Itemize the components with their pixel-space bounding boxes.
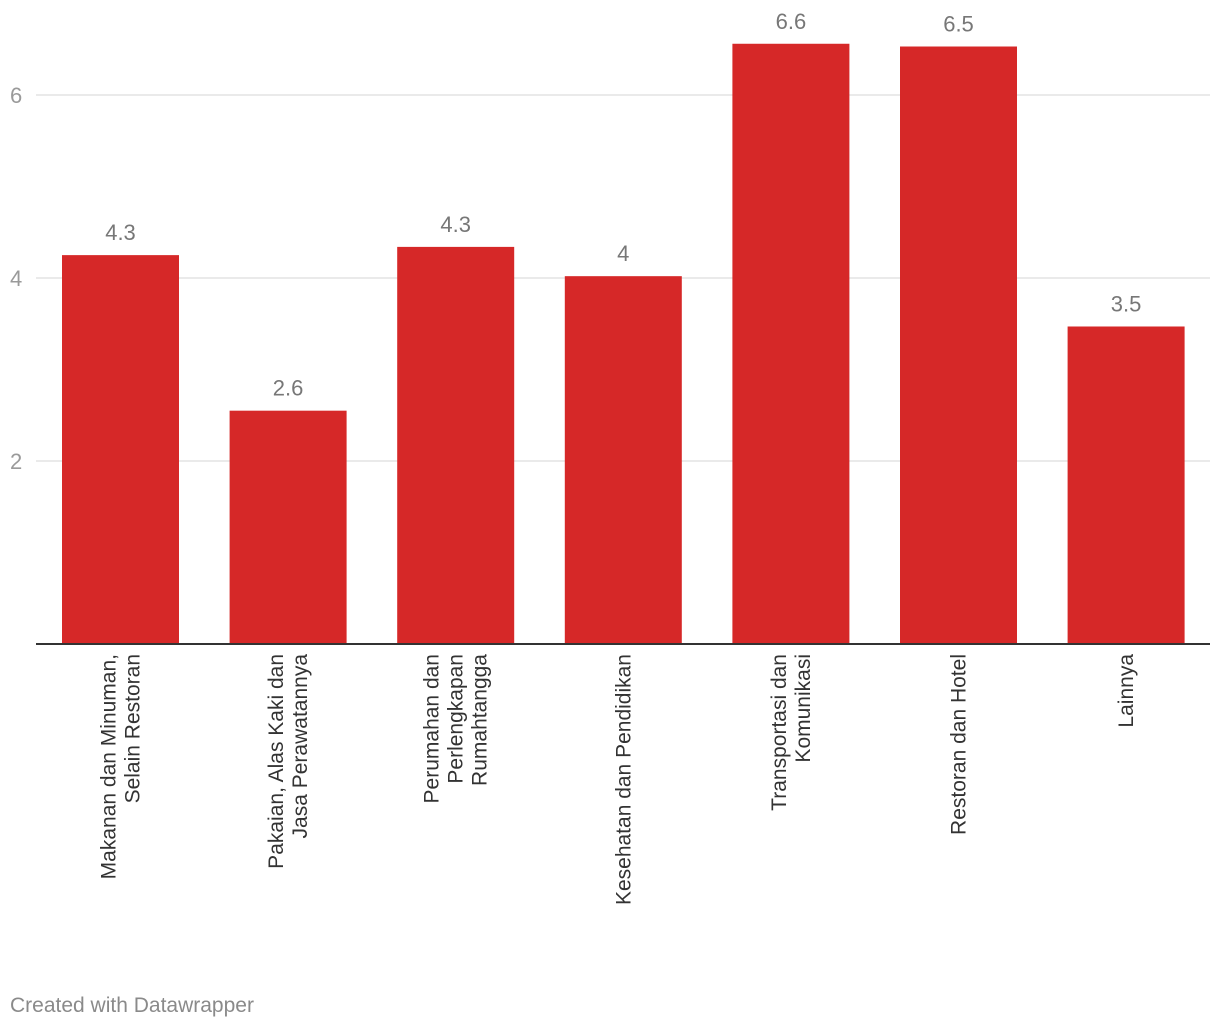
data-label: 4.3 bbox=[440, 212, 471, 237]
y-tick-label: 2 bbox=[10, 449, 22, 474]
bar bbox=[62, 255, 179, 644]
bar bbox=[564, 276, 682, 644]
category-label-line: Jasa Perawatannya bbox=[289, 654, 312, 839]
category-label: Transportasi dan Komunikasi bbox=[768, 654, 815, 811]
category-label-line: Transportasi dan bbox=[768, 654, 791, 811]
data-label: 4.3 bbox=[105, 220, 136, 245]
data-label: 4 bbox=[617, 241, 629, 266]
category-label-line: Lainnya bbox=[1115, 654, 1138, 728]
category-label: Makanan dan Minuman, Selain Restoran bbox=[98, 654, 145, 879]
y-tick-label: 6 bbox=[10, 83, 22, 108]
category-label: Kesehatan dan Pendidikan bbox=[612, 654, 635, 905]
data-label: 3.5 bbox=[1111, 291, 1142, 316]
category-label-line: Restoran dan Hotel bbox=[948, 654, 971, 835]
data-label: 6.6 bbox=[776, 9, 807, 34]
data-label: 2.6 bbox=[273, 376, 304, 401]
category-label-line: Rumahtangga bbox=[469, 654, 492, 786]
category-label: Lainnya bbox=[1115, 654, 1138, 728]
category-label-line: Komunikasi bbox=[792, 654, 815, 763]
category-label: Restoran dan Hotel bbox=[948, 654, 971, 835]
bar bbox=[732, 43, 850, 644]
data-labels: 4.3 2.6 4.3 4 6.6 6.5 3.5 bbox=[105, 9, 1141, 401]
category-label-line: Perumahan dan bbox=[421, 654, 444, 803]
data-label: 6.5 bbox=[943, 12, 974, 37]
category-label: Perumahan dan Perlengkapan Rumahtangga bbox=[421, 654, 492, 804]
category-label-line: Kesehatan dan Pendidikan bbox=[612, 654, 635, 905]
bars bbox=[62, 43, 1185, 644]
y-tick-label: 4 bbox=[10, 266, 22, 291]
category-label-line: Pakaian, Alas Kaki dan bbox=[265, 654, 288, 869]
bar bbox=[397, 246, 515, 644]
footer-credit: Created with Datawrapper bbox=[10, 994, 254, 1017]
category-label: Pakaian, Alas Kaki dan Jasa Perawatannya bbox=[265, 654, 312, 869]
category-label-line: Perlengkapan bbox=[445, 654, 468, 784]
bar bbox=[1067, 326, 1185, 644]
category-labels: Makanan dan Minuman, Selain Restoran Pakai… bbox=[98, 654, 1139, 905]
bar bbox=[229, 410, 347, 644]
category-label-line: Makanan dan Minuman, bbox=[98, 654, 121, 879]
bar bbox=[900, 46, 1017, 644]
category-label-line: Selain Restoran bbox=[122, 654, 145, 803]
